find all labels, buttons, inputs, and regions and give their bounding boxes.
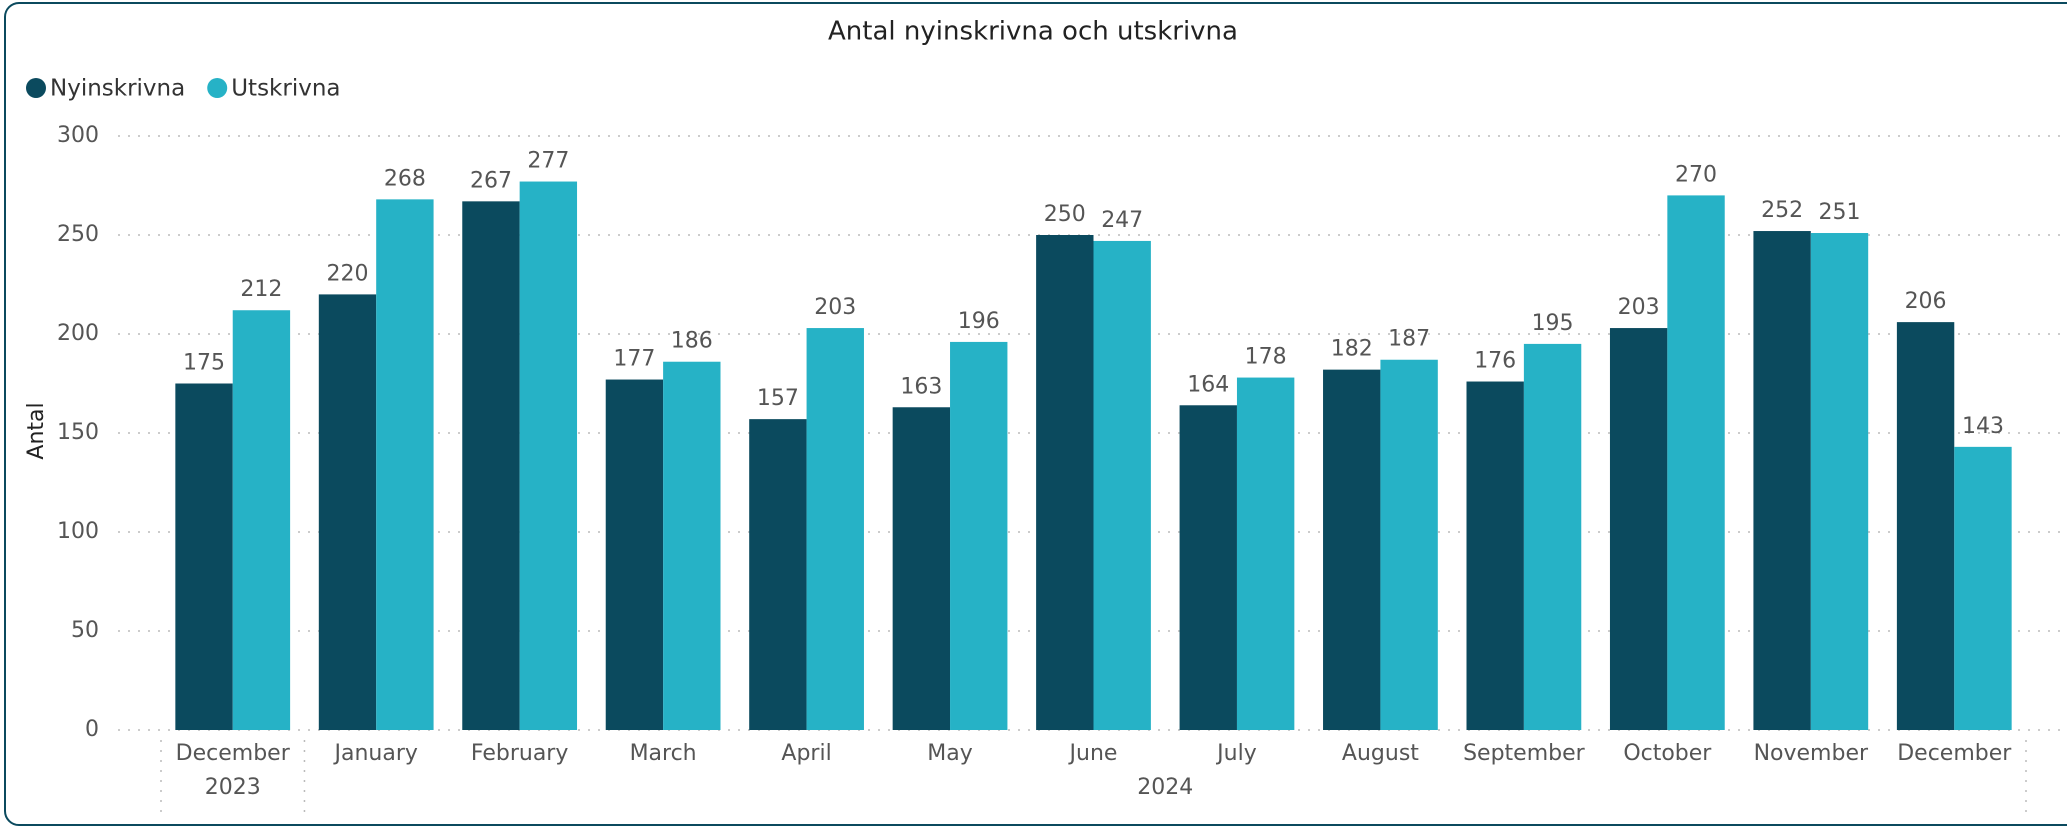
bar <box>1667 195 1725 730</box>
bar <box>1753 231 1811 731</box>
data-label: 203 <box>814 295 856 320</box>
bar <box>1236 377 1295 730</box>
data-label: 212 <box>240 277 282 302</box>
x-tick-label: May <box>927 741 972 766</box>
data-label: 250 <box>1044 202 1086 227</box>
legend-label: Utskrivna <box>231 76 340 102</box>
x-group-label: 2023 <box>205 775 261 800</box>
data-label: 186 <box>671 329 713 354</box>
y-axis-label: Antal <box>24 402 49 459</box>
x-tick-label: September <box>1463 741 1586 766</box>
legend-swatch <box>207 78 228 98</box>
data-label: 277 <box>527 149 569 174</box>
data-label: 268 <box>384 166 426 191</box>
data-label: 143 <box>1962 414 2004 439</box>
bar <box>1609 328 1668 730</box>
data-label: 157 <box>757 386 799 411</box>
data-label: 196 <box>958 309 1000 334</box>
data-label: 247 <box>1101 208 1143 233</box>
legend-label: Nyinskrivna <box>50 76 185 102</box>
x-tick-label: January <box>332 741 417 766</box>
x-tick-label: October <box>1623 741 1712 766</box>
bar <box>1323 369 1381 730</box>
data-label: 206 <box>1905 289 1947 314</box>
data-label: 178 <box>1245 345 1287 370</box>
x-tick-label: December <box>1897 741 2012 766</box>
bar <box>663 361 721 730</box>
bar <box>605 379 664 730</box>
data-label: 251 <box>1819 200 1861 225</box>
x-group-label: 2024 <box>1137 775 1193 800</box>
y-tick-label: 50 <box>71 618 99 643</box>
y-tick-label: 250 <box>57 222 99 247</box>
y-tick-label: 150 <box>57 420 99 445</box>
data-label: 164 <box>1187 372 1229 397</box>
bar <box>1093 240 1151 730</box>
bar <box>1810 233 1869 730</box>
bar <box>1466 381 1524 730</box>
chart-title: Antal nyinskrivna och utskrivna <box>828 17 1238 47</box>
bar <box>892 407 951 730</box>
x-tick-label: February <box>471 741 569 766</box>
x-tick-label: November <box>1754 741 1869 766</box>
x-tick-label: April <box>781 741 831 766</box>
y-tick-label: 0 <box>85 717 99 742</box>
bar <box>175 383 233 730</box>
bar <box>1523 343 1582 730</box>
data-label: 187 <box>1388 327 1430 352</box>
data-label: 195 <box>1532 311 1574 336</box>
data-label: 270 <box>1675 162 1717 187</box>
y-tick-label: 200 <box>57 321 99 346</box>
bar <box>749 419 807 730</box>
bar <box>1896 322 1955 730</box>
data-label: 176 <box>1474 349 1516 374</box>
bar <box>519 181 578 731</box>
bar <box>806 328 864 730</box>
data-label: 175 <box>183 351 225 376</box>
data-label: 177 <box>613 347 655 372</box>
x-tick-label: March <box>630 741 697 766</box>
x-tick-label: December <box>176 741 291 766</box>
bar <box>1954 446 2012 730</box>
y-tick-label: 300 <box>57 123 99 148</box>
y-tick-label: 100 <box>57 519 99 544</box>
data-label: 182 <box>1331 337 1373 362</box>
bar <box>376 199 434 731</box>
x-tick-label: August <box>1342 741 1419 766</box>
legend-swatch <box>26 78 46 98</box>
bar <box>1380 359 1438 730</box>
bar <box>950 341 1008 730</box>
bar <box>1036 235 1094 730</box>
data-label: 252 <box>1761 198 1803 223</box>
x-tick-label: June <box>1068 741 1118 766</box>
bar <box>318 294 377 730</box>
data-label: 163 <box>900 374 942 399</box>
bar <box>462 201 520 731</box>
data-label: 220 <box>327 261 369 286</box>
data-label: 203 <box>1618 295 1660 320</box>
bar <box>232 310 291 730</box>
x-tick-label: July <box>1215 741 1257 766</box>
data-label: 267 <box>470 168 512 193</box>
bar <box>1179 405 1237 730</box>
